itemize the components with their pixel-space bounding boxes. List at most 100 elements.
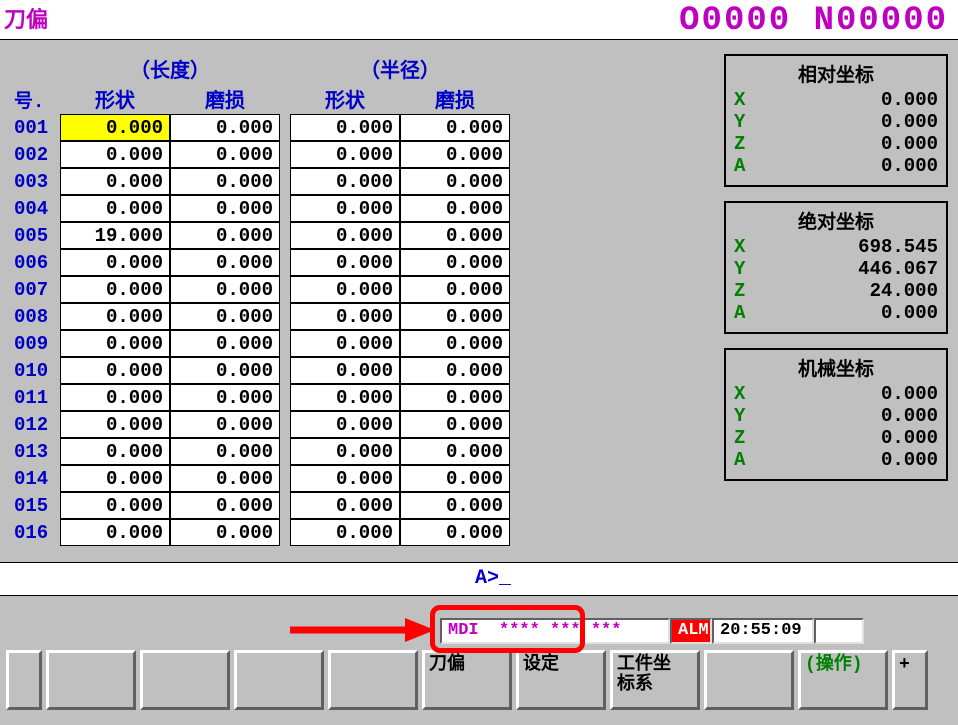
axis-label: Z bbox=[734, 427, 754, 449]
cell-radius-wear[interactable]: 0.000 bbox=[400, 249, 510, 276]
cell-length-shape[interactable]: 0.000 bbox=[60, 249, 170, 276]
status-time: 20:55:09 bbox=[712, 618, 814, 644]
cell-radius-wear[interactable]: 0.000 bbox=[400, 438, 510, 465]
cell-radius-shape[interactable]: 0.000 bbox=[290, 195, 400, 222]
panel-relative: 相对坐标 X0.000 Y0.000 Z0.000 A0.000 bbox=[724, 54, 948, 187]
cell-length-wear[interactable]: 0.000 bbox=[170, 384, 280, 411]
command-area[interactable]: A>_ bbox=[0, 562, 958, 596]
cell-radius-wear[interactable]: 0.000 bbox=[400, 384, 510, 411]
cell-radius-wear[interactable]: 0.000 bbox=[400, 222, 510, 249]
cell-length-shape[interactable]: 0.000 bbox=[60, 330, 170, 357]
cell-radius-wear[interactable]: 0.000 bbox=[400, 492, 510, 519]
axis-label: Z bbox=[734, 133, 754, 155]
cell-radius-shape[interactable]: 0.000 bbox=[290, 168, 400, 195]
cell-length-wear[interactable]: 0.000 bbox=[170, 114, 280, 141]
table-row: 00519.0000.0000.0000.000 bbox=[12, 222, 510, 249]
cell-length-wear[interactable]: 0.000 bbox=[170, 330, 280, 357]
cell-length-shape[interactable]: 0.000 bbox=[60, 411, 170, 438]
row-number: 013 bbox=[12, 438, 60, 465]
cell-radius-wear[interactable]: 0.000 bbox=[400, 114, 510, 141]
cell-length-wear[interactable]: 0.000 bbox=[170, 303, 280, 330]
cell-radius-shape[interactable]: 0.000 bbox=[290, 303, 400, 330]
cell-radius-wear[interactable]: 0.000 bbox=[400, 168, 510, 195]
softkey-offset[interactable]: 刀偏 bbox=[422, 650, 512, 710]
softkey-right[interactable]: + bbox=[892, 650, 928, 710]
cell-length-shape[interactable]: 0.000 bbox=[60, 141, 170, 168]
cell-length-shape[interactable]: 0.000 bbox=[60, 438, 170, 465]
axis-label: X bbox=[734, 236, 754, 258]
table-row: 0090.0000.0000.0000.000 bbox=[12, 330, 510, 357]
cell-radius-wear[interactable]: 0.000 bbox=[400, 357, 510, 384]
cell-length-wear[interactable]: 0.000 bbox=[170, 357, 280, 384]
cell-length-shape[interactable]: 0.000 bbox=[60, 276, 170, 303]
softkey-left[interactable] bbox=[6, 650, 42, 710]
cell-radius-shape[interactable]: 0.000 bbox=[290, 519, 400, 546]
axis-label: A bbox=[734, 449, 754, 471]
cell-radius-wear[interactable]: 0.000 bbox=[400, 411, 510, 438]
cell-radius-shape[interactable]: 0.000 bbox=[290, 465, 400, 492]
cell-length-wear[interactable]: 0.000 bbox=[170, 438, 280, 465]
cell-length-wear[interactable]: 0.000 bbox=[170, 249, 280, 276]
coord-value: 698.545 bbox=[754, 236, 938, 258]
status-stars: **** *** *** bbox=[499, 621, 621, 640]
cell-length-shape[interactable]: 0.000 bbox=[60, 492, 170, 519]
cell-length-shape[interactable]: 0.000 bbox=[60, 168, 170, 195]
cell-length-shape[interactable]: 0.000 bbox=[60, 357, 170, 384]
cell-length-wear[interactable]: 0.000 bbox=[170, 492, 280, 519]
axis-label: A bbox=[734, 155, 754, 177]
cell-length-wear[interactable]: 0.000 bbox=[170, 411, 280, 438]
col-header-length-shape: 形状 bbox=[60, 84, 170, 114]
status-empty bbox=[814, 618, 864, 644]
status-mode: MDI **** *** *** bbox=[440, 618, 670, 644]
softkey-operation[interactable]: (操作) bbox=[798, 650, 888, 710]
table-row: 0070.0000.0000.0000.000 bbox=[12, 276, 510, 303]
softkey-3[interactable] bbox=[234, 650, 324, 710]
cell-radius-wear[interactable]: 0.000 bbox=[400, 303, 510, 330]
cell-length-shape[interactable]: 0.000 bbox=[60, 303, 170, 330]
softkey-1[interactable] bbox=[46, 650, 136, 710]
cell-length-wear[interactable]: 0.000 bbox=[170, 276, 280, 303]
cell-length-shape[interactable]: 19.000 bbox=[60, 222, 170, 249]
cell-length-wear[interactable]: 0.000 bbox=[170, 222, 280, 249]
cell-radius-wear[interactable]: 0.000 bbox=[400, 519, 510, 546]
axis-label: X bbox=[734, 383, 754, 405]
cell-length-wear[interactable]: 0.000 bbox=[170, 519, 280, 546]
axis-label: Z bbox=[734, 280, 754, 302]
cell-radius-shape[interactable]: 0.000 bbox=[290, 438, 400, 465]
cell-radius-shape[interactable]: 0.000 bbox=[290, 141, 400, 168]
softkey-setting[interactable]: 设定 bbox=[516, 650, 606, 710]
cell-radius-shape[interactable]: 0.000 bbox=[290, 249, 400, 276]
cell-radius-shape[interactable]: 0.000 bbox=[290, 384, 400, 411]
cell-radius-shape[interactable]: 0.000 bbox=[290, 411, 400, 438]
col-header-length-wear: 磨损 bbox=[170, 84, 280, 114]
cell-radius-shape[interactable]: 0.000 bbox=[290, 492, 400, 519]
cell-length-shape[interactable]: 0.000 bbox=[60, 384, 170, 411]
cell-radius-wear[interactable]: 0.000 bbox=[400, 330, 510, 357]
cell-length-wear[interactable]: 0.000 bbox=[170, 168, 280, 195]
cell-length-wear[interactable]: 0.000 bbox=[170, 465, 280, 492]
softkey-4[interactable] bbox=[328, 650, 418, 710]
cell-radius-shape[interactable]: 0.000 bbox=[290, 114, 400, 141]
cell-length-shape[interactable]: 0.000 bbox=[60, 114, 170, 141]
cell-length-shape[interactable]: 0.000 bbox=[60, 465, 170, 492]
col-header-radius-wear: 磨损 bbox=[400, 84, 510, 114]
softkey-8[interactable] bbox=[704, 650, 794, 710]
cell-length-wear[interactable]: 0.000 bbox=[170, 141, 280, 168]
cell-length-wear[interactable]: 0.000 bbox=[170, 195, 280, 222]
cell-radius-wear[interactable]: 0.000 bbox=[400, 141, 510, 168]
cell-radius-wear[interactable]: 0.000 bbox=[400, 195, 510, 222]
softkey-workpiece[interactable]: 工件坐标系 bbox=[610, 650, 700, 710]
coord-value: 0.000 bbox=[754, 155, 938, 177]
cell-radius-shape[interactable]: 0.000 bbox=[290, 330, 400, 357]
cell-radius-wear[interactable]: 0.000 bbox=[400, 276, 510, 303]
cell-radius-wear[interactable]: 0.000 bbox=[400, 465, 510, 492]
cell-length-shape[interactable]: 0.000 bbox=[60, 519, 170, 546]
cell-length-shape[interactable]: 0.000 bbox=[60, 195, 170, 222]
softkey-2[interactable] bbox=[140, 650, 230, 710]
cell-radius-shape[interactable]: 0.000 bbox=[290, 276, 400, 303]
cell-radius-shape[interactable]: 0.000 bbox=[290, 357, 400, 384]
status-alarm: ALM bbox=[670, 618, 712, 644]
status-mode-text: MDI bbox=[448, 621, 479, 640]
axis-label: Y bbox=[734, 258, 754, 280]
cell-radius-shape[interactable]: 0.000 bbox=[290, 222, 400, 249]
